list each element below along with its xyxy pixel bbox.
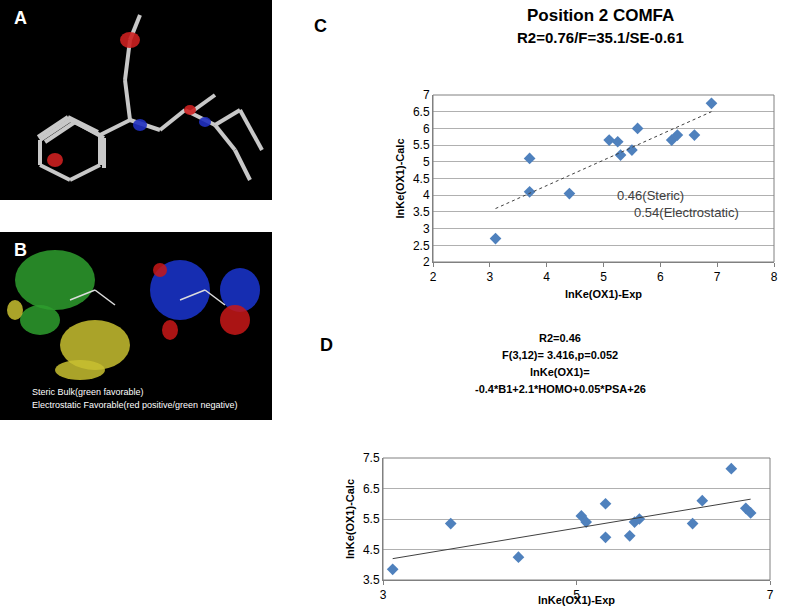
svg-text:5: 5 — [573, 588, 580, 602]
svg-text:2: 2 — [430, 270, 437, 284]
svg-text:6.5: 6.5 — [363, 482, 380, 496]
svg-text:7: 7 — [423, 88, 430, 102]
svg-text:2: 2 — [423, 255, 430, 269]
svg-text:4.5: 4.5 — [363, 543, 380, 557]
svg-text:0.46(Steric): 0.46(Steric) — [617, 188, 684, 203]
svg-text:D: D — [320, 335, 333, 355]
svg-text:B: B — [14, 240, 27, 260]
svg-text:0.54(Electrostatic): 0.54(Electrostatic) — [634, 205, 739, 220]
svg-text:3: 3 — [486, 270, 493, 284]
svg-text:R2=0.76/F=35.1/SE-0.61: R2=0.76/F=35.1/SE-0.61 — [517, 29, 684, 46]
svg-text:7: 7 — [714, 270, 721, 284]
svg-text:Position 2 COMFA: Position 2 COMFA — [527, 6, 674, 25]
svg-text:Electrostatic Favorable(red po: Electrostatic Favorable(red positive/gre… — [32, 400, 238, 410]
svg-text:5: 5 — [423, 155, 430, 169]
svg-text:3: 3 — [380, 588, 387, 602]
svg-text:R2=0.46: R2=0.46 — [539, 332, 581, 344]
svg-text:lnKe(OX1)-Calc: lnKe(OX1)-Calc — [344, 479, 356, 559]
svg-text:6.5: 6.5 — [413, 105, 430, 119]
svg-text:lnKe(OX1)=: lnKe(OX1)= — [530, 366, 590, 378]
svg-text:4: 4 — [543, 270, 550, 284]
svg-text:Steric Bulk(green favorable): Steric Bulk(green favorable) — [32, 387, 144, 397]
svg-text:F(3,12)= 3.416,p=0.052: F(3,12)= 3.416,p=0.052 — [502, 349, 618, 361]
svg-text:-0.4*B1+2.1*HOMO+0.05*PSA+26: -0.4*B1+2.1*HOMO+0.05*PSA+26 — [475, 383, 646, 395]
svg-text:7: 7 — [767, 588, 774, 602]
svg-text:A: A — [14, 8, 27, 28]
svg-text:3: 3 — [423, 222, 430, 236]
svg-text:3.5: 3.5 — [413, 205, 430, 219]
svg-text:5: 5 — [600, 270, 607, 284]
svg-text:8: 8 — [771, 270, 778, 284]
svg-text:5.5: 5.5 — [363, 512, 380, 526]
svg-text:5.5: 5.5 — [413, 138, 430, 152]
svg-text:6: 6 — [657, 270, 664, 284]
svg-text:2.5: 2.5 — [413, 239, 430, 253]
svg-text:6: 6 — [423, 122, 430, 136]
svg-text:lnKe(OX1)-Calc: lnKe(OX1)-Calc — [394, 138, 406, 218]
svg-text:4: 4 — [423, 188, 430, 202]
svg-text:lnKe(OX1)-Exp: lnKe(OX1)-Exp — [538, 594, 615, 606]
svg-text:C: C — [314, 16, 327, 36]
svg-text:7.5: 7.5 — [363, 451, 380, 465]
svg-text:3.5: 3.5 — [363, 573, 380, 587]
svg-text:lnKe(OX1)-Exp: lnKe(OX1)-Exp — [565, 288, 642, 300]
svg-text:4.5: 4.5 — [413, 172, 430, 186]
